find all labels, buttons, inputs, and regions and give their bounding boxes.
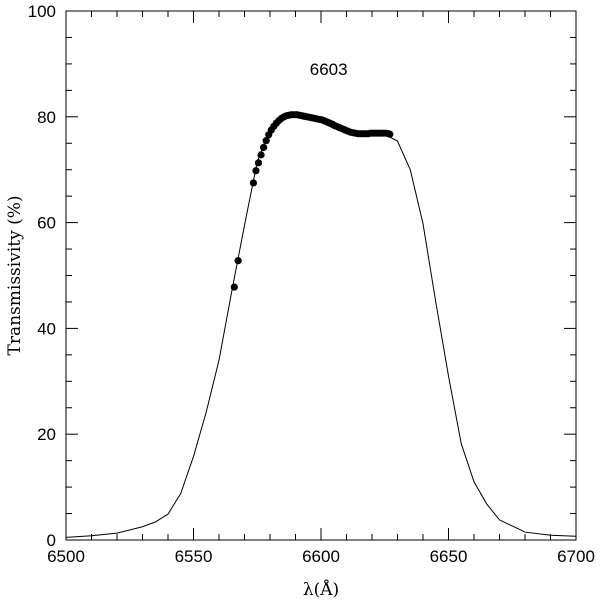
x-tick-label: 6600 <box>302 547 340 566</box>
data-point <box>234 257 242 265</box>
tick-labels: 6500 6550 6600 6650 6700 0 20 40 60 80 100 <box>28 2 595 566</box>
plot-area <box>65 111 577 538</box>
y-tick-label: 20 <box>37 425 56 444</box>
data-point <box>249 179 258 187</box>
data-point <box>230 283 238 291</box>
y-tick-label: 60 <box>37 214 56 233</box>
x-tick-label: 6550 <box>175 547 213 566</box>
y-tick-label: 0 <box>47 531 56 550</box>
x-tick-label: 6500 <box>47 547 85 566</box>
y-tick-label: 40 <box>37 319 56 338</box>
data-point <box>386 130 394 138</box>
x-tick-label: 6650 <box>430 547 468 566</box>
data-point <box>262 137 270 145</box>
data-point <box>257 151 265 159</box>
filter-annotation: 6603 <box>310 60 348 79</box>
data-point <box>260 143 268 152</box>
y-tick-label: 80 <box>37 108 56 127</box>
data-point <box>252 167 260 175</box>
axis-ticks <box>65 10 577 541</box>
x-axis-label: λ(Å) <box>303 579 339 600</box>
transmission-curve <box>65 114 577 538</box>
y-axis-label: Transmissivity (%) <box>5 195 25 355</box>
plot-frame <box>65 10 577 541</box>
y-tick-label: 100 <box>28 2 56 21</box>
x-tick-label: 6700 <box>557 547 595 566</box>
data-point <box>254 159 263 167</box>
